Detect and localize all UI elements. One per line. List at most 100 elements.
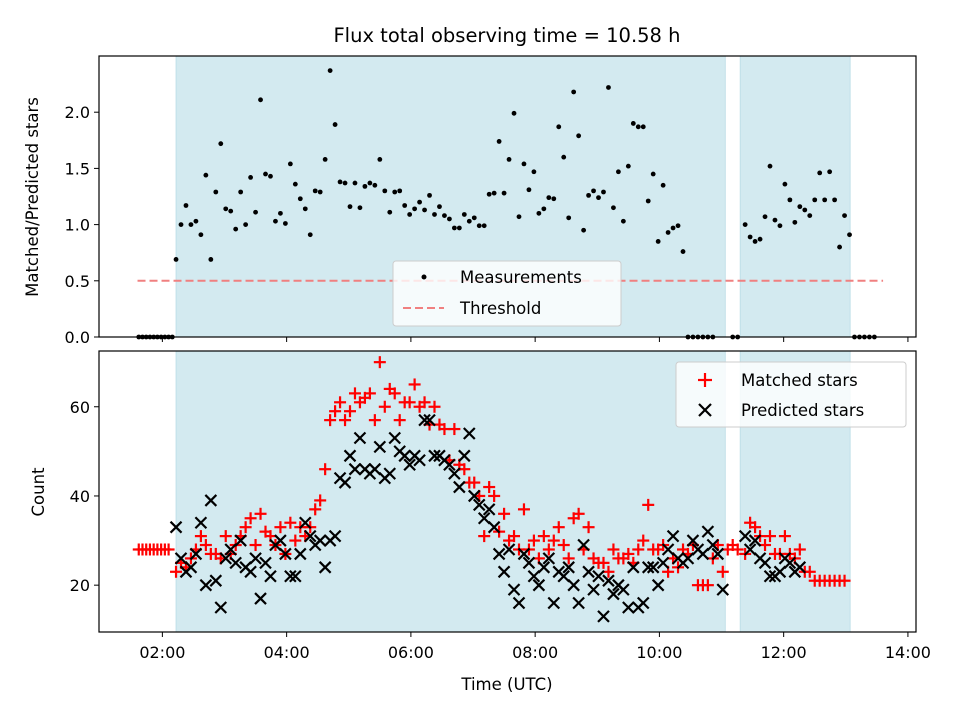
predicted-star-point xyxy=(353,431,367,445)
matched-star-point xyxy=(572,507,585,520)
measurement-point xyxy=(183,203,189,208)
measurement-point xyxy=(193,218,199,224)
measurement-point xyxy=(253,209,258,215)
predicted-star-point xyxy=(184,561,198,574)
matched-star-point xyxy=(778,530,791,543)
measurement-point xyxy=(233,226,239,232)
measurement-point xyxy=(551,196,557,202)
predicted-star-point xyxy=(279,547,292,561)
predicted-star-point xyxy=(298,516,312,530)
measurement-point xyxy=(292,181,298,187)
y-tick-label: 20 xyxy=(70,576,90,595)
matched-star-point xyxy=(731,543,744,556)
predicted-star-point xyxy=(542,552,556,565)
predicted-star-point xyxy=(368,462,382,476)
predicted-star-point xyxy=(199,578,213,592)
measurement-point xyxy=(506,157,512,162)
predicted-star-point xyxy=(537,561,551,574)
measurement-point xyxy=(521,161,527,167)
matched-star-point xyxy=(239,521,252,534)
measurement-point xyxy=(566,215,572,221)
bottom-observing-windows xyxy=(175,350,851,633)
predicted-star-point xyxy=(254,592,267,605)
predicted-star-point xyxy=(214,601,228,614)
predicted-star-point xyxy=(249,552,262,565)
predicted-star-point xyxy=(318,561,332,574)
matched-star-point xyxy=(448,423,461,436)
measurement-point xyxy=(392,189,398,195)
predicted-star-point xyxy=(303,529,317,543)
predicted-star-point xyxy=(582,565,595,579)
measurement-point xyxy=(278,210,283,216)
predicted-star-point xyxy=(716,583,730,596)
measurement-point xyxy=(511,110,517,116)
measurement-point xyxy=(188,222,194,228)
measurement-point xyxy=(635,124,641,130)
measurement-point xyxy=(827,169,833,175)
predicted-star-point xyxy=(219,552,233,565)
predicted-star-point xyxy=(701,525,715,538)
legend-measurements-marker xyxy=(421,274,427,280)
y-tick-label: 60 xyxy=(70,398,90,417)
measurement-point xyxy=(837,244,842,250)
matched-star-point xyxy=(344,405,357,418)
matched-star-point xyxy=(319,463,332,476)
predicted-star-point xyxy=(763,569,777,583)
predicted-star-point xyxy=(482,503,496,516)
predicted-star-point xyxy=(492,547,506,561)
matched-star-point xyxy=(597,556,610,569)
measurement-point xyxy=(461,212,467,217)
measurement-point xyxy=(832,197,838,203)
legend-matched-marker xyxy=(698,373,712,387)
predicted-star-point xyxy=(169,520,183,534)
matched-star-point xyxy=(562,552,575,565)
measurement-point xyxy=(571,89,577,95)
predicted-star-point xyxy=(743,543,757,556)
predicted-star-point xyxy=(748,534,762,547)
bottom-panel: 20 40 60 02:00 04:00 06:00 08:00 10:00 12:00 14:… xyxy=(29,350,931,694)
predicted-star-point xyxy=(487,520,501,534)
measurement-point xyxy=(742,222,748,228)
predicted-star-point xyxy=(284,569,297,583)
predicted-star-point xyxy=(686,534,700,547)
measurement-point xyxy=(645,198,651,204)
predicted-star-point xyxy=(229,556,242,570)
measurement-point xyxy=(268,173,273,179)
predicted-star-point xyxy=(572,596,585,610)
matched-star-point xyxy=(170,565,183,578)
measurement-point xyxy=(387,209,393,215)
bottom-axes-frame xyxy=(98,350,917,633)
legend-predicted-label: Predicted stars xyxy=(741,401,864,420)
matched-star-point xyxy=(244,512,257,525)
predicted-star-point xyxy=(656,556,670,570)
top-y-axis-label: Matched/Predicted stars xyxy=(23,97,42,297)
predicted-star-point xyxy=(403,458,416,472)
measurement-point xyxy=(675,223,681,229)
measurement-point xyxy=(178,222,184,228)
matched-star-point xyxy=(478,530,491,543)
measurement-point xyxy=(772,217,778,223)
measurement-point xyxy=(218,141,224,147)
measurement-point xyxy=(238,189,244,195)
matched-star-point xyxy=(793,543,806,556)
predicted-star-point xyxy=(348,462,362,476)
matched-star-point xyxy=(607,543,620,556)
measurement-point xyxy=(556,124,562,130)
measurement-point xyxy=(541,206,547,212)
measurement-point xyxy=(591,188,596,194)
measurement-point xyxy=(546,195,552,201)
measurement-point xyxy=(817,170,823,176)
predicted-star-point xyxy=(204,494,218,507)
predicted-star-point xyxy=(294,547,307,561)
measurement-point xyxy=(228,208,234,214)
matched-star-point xyxy=(368,414,381,427)
measurement-point xyxy=(327,68,333,74)
matched-star-point xyxy=(542,543,555,556)
measurement-point xyxy=(782,181,788,187)
predicted-star-point xyxy=(512,596,526,610)
predicted-star-point xyxy=(423,413,436,427)
predicted-star-point xyxy=(507,583,521,596)
measurement-point xyxy=(491,190,497,196)
predicted-star-point xyxy=(194,516,208,530)
